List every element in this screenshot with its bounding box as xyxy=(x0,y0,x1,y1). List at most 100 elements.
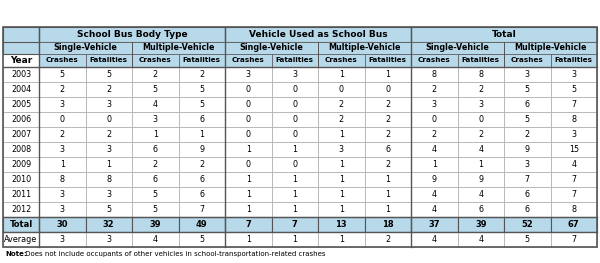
Bar xyxy=(86,54,132,67)
Text: 2: 2 xyxy=(338,115,344,124)
Text: Single-Vehicle: Single-Vehicle xyxy=(53,43,118,53)
Text: 3: 3 xyxy=(478,100,483,109)
Bar xyxy=(225,142,271,157)
Text: 0: 0 xyxy=(292,100,297,109)
Text: Fatalities: Fatalities xyxy=(462,58,500,63)
Bar xyxy=(458,172,504,187)
Bar xyxy=(411,232,458,247)
Bar xyxy=(39,157,86,172)
Bar xyxy=(86,172,132,187)
Bar xyxy=(551,97,597,112)
Text: 2: 2 xyxy=(385,130,391,139)
Bar xyxy=(225,157,271,172)
Text: School Bus Body Type: School Bus Body Type xyxy=(77,30,187,39)
Text: 2: 2 xyxy=(199,160,205,169)
Bar xyxy=(179,97,225,112)
Bar xyxy=(86,97,132,112)
Text: 7: 7 xyxy=(571,175,577,184)
Bar xyxy=(411,172,458,187)
Text: 67: 67 xyxy=(568,220,580,229)
Text: 4: 4 xyxy=(432,190,437,199)
Bar xyxy=(39,112,86,127)
Bar xyxy=(39,217,86,232)
Text: 6: 6 xyxy=(199,115,204,124)
Bar xyxy=(179,172,225,187)
Bar xyxy=(551,217,597,232)
Bar xyxy=(411,187,458,202)
Bar xyxy=(551,202,597,217)
Text: 7: 7 xyxy=(571,100,577,109)
Bar xyxy=(179,112,225,127)
Text: 1: 1 xyxy=(385,205,390,214)
Text: 2: 2 xyxy=(152,70,158,79)
Bar xyxy=(3,29,39,54)
Text: 3: 3 xyxy=(106,235,111,244)
Text: 1: 1 xyxy=(478,160,483,169)
Bar xyxy=(271,157,318,172)
Text: Crashes: Crashes xyxy=(511,58,544,63)
Bar xyxy=(3,112,39,127)
Bar xyxy=(318,202,365,217)
Text: 3: 3 xyxy=(153,115,158,124)
Bar xyxy=(365,54,411,67)
Text: Note:: Note: xyxy=(5,251,26,257)
Bar xyxy=(225,217,271,232)
Bar xyxy=(504,67,551,82)
Bar xyxy=(86,112,132,127)
Text: 39: 39 xyxy=(149,220,161,229)
Bar xyxy=(411,97,458,112)
Bar xyxy=(458,232,504,247)
Bar xyxy=(365,112,411,127)
Text: 0: 0 xyxy=(106,115,111,124)
Text: 8: 8 xyxy=(478,70,483,79)
Bar xyxy=(318,97,365,112)
Bar xyxy=(3,187,39,202)
Text: Fatalities: Fatalities xyxy=(90,58,128,63)
Text: 15: 15 xyxy=(569,145,579,154)
Bar xyxy=(271,82,318,97)
Text: 9: 9 xyxy=(199,145,205,154)
Text: Crashes: Crashes xyxy=(139,58,172,63)
Bar xyxy=(86,82,132,97)
Text: 7: 7 xyxy=(245,220,251,229)
Text: 30: 30 xyxy=(56,220,68,229)
Bar xyxy=(551,82,597,97)
Text: 3: 3 xyxy=(60,190,65,199)
Text: 2: 2 xyxy=(106,130,112,139)
Text: 2: 2 xyxy=(199,70,205,79)
Bar xyxy=(132,42,225,54)
Bar xyxy=(411,202,458,217)
Text: 5: 5 xyxy=(571,85,577,94)
Bar xyxy=(3,97,39,112)
Text: 1: 1 xyxy=(339,190,344,199)
Bar xyxy=(318,42,411,54)
Bar xyxy=(458,202,504,217)
Bar xyxy=(551,172,597,187)
Bar xyxy=(132,157,179,172)
Text: 9: 9 xyxy=(431,175,437,184)
Bar xyxy=(365,217,411,232)
Text: 4: 4 xyxy=(571,160,576,169)
Text: 2008: 2008 xyxy=(11,145,31,154)
Text: Year: Year xyxy=(10,56,32,65)
Text: 0: 0 xyxy=(60,115,65,124)
Text: 1: 1 xyxy=(153,130,158,139)
Text: 1: 1 xyxy=(246,190,251,199)
Text: 3: 3 xyxy=(525,160,530,169)
Text: 2012: 2012 xyxy=(11,205,31,214)
Bar xyxy=(86,232,132,247)
Bar xyxy=(39,172,86,187)
Bar xyxy=(458,82,504,97)
Bar xyxy=(458,187,504,202)
Text: 3: 3 xyxy=(292,70,297,79)
Text: 0: 0 xyxy=(385,85,390,94)
Bar xyxy=(132,142,179,157)
Bar xyxy=(3,82,39,97)
Bar xyxy=(39,27,225,42)
Bar xyxy=(458,127,504,142)
Text: 5: 5 xyxy=(524,85,530,94)
Text: 1: 1 xyxy=(199,130,204,139)
Text: 8: 8 xyxy=(432,70,437,79)
Bar xyxy=(458,142,504,157)
Bar xyxy=(3,27,597,247)
